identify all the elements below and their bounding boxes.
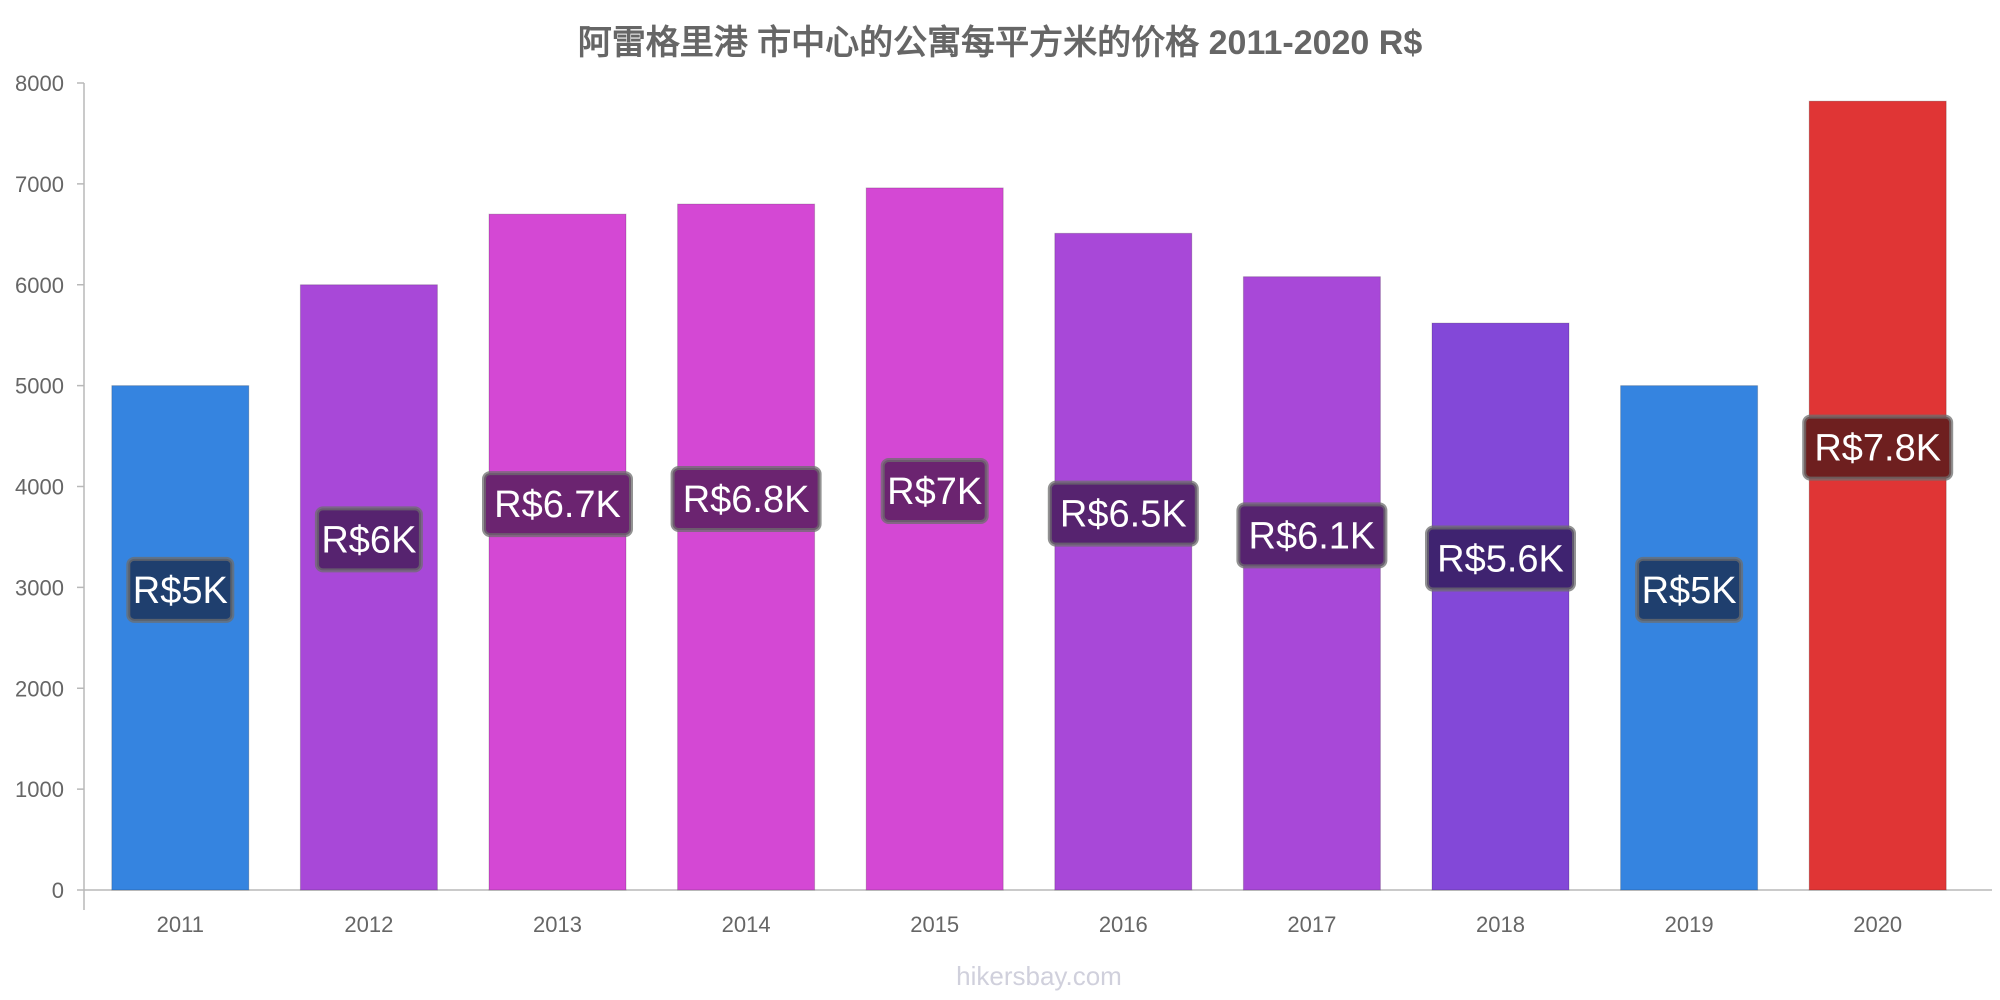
y-axis: 0 1000 2000 3000 4000 5000 6000 7000 8000: [15, 71, 85, 910]
data-label-box: [1635, 556, 1744, 623]
x-tick-label: 2016: [1099, 912, 1148, 937]
bar: [677, 203, 816, 891]
bar: [1054, 232, 1193, 891]
bar: [488, 213, 627, 891]
data-label-box: [314, 506, 423, 573]
y-tick-label: 7000: [15, 172, 64, 197]
data-label-box: [1802, 414, 1954, 481]
data-label-box: [1236, 502, 1388, 569]
data-label-box: [670, 466, 822, 533]
bar: [1431, 322, 1570, 891]
data-label: R$7K: [887, 471, 982, 513]
x-tick-label: 2018: [1476, 912, 1525, 937]
data-label: R$7.8K: [1814, 428, 1941, 470]
data-label: R$6.1K: [1249, 515, 1376, 557]
data-label: R$6.7K: [494, 484, 621, 526]
data-label: R$6.5K: [1060, 494, 1187, 536]
x-tick-label: 2014: [722, 912, 771, 937]
x-axis: 2011 2012 2013 2014 2015 2016 2017 2018 2019 2020: [84, 889, 1992, 937]
y-tick-label: 5000: [15, 374, 64, 399]
x-tick-label: 2011: [157, 912, 204, 937]
data-label-box: [1047, 480, 1199, 547]
x-tick-label: 2020: [1853, 912, 1902, 937]
x-tick-label: 2012: [344, 912, 393, 937]
y-tick-label: 3000: [15, 575, 64, 600]
x-tick-label: 2017: [1287, 912, 1336, 937]
x-tick-label: 2019: [1665, 912, 1714, 937]
data-label: R$5.6K: [1437, 539, 1564, 581]
data-label-box: [482, 471, 633, 538]
data-labels-group: R$5K R$6K R$6.7K R$6.8K R$7K R$6.5K R$6.1K R$5.…: [126, 414, 1954, 623]
bar: [1620, 385, 1759, 891]
bar: [111, 385, 250, 891]
y-tick-label: 1000: [15, 777, 64, 802]
data-label: R$6K: [321, 519, 416, 561]
bar: [299, 284, 438, 891]
y-tick-label: 4000: [15, 475, 64, 500]
data-label-box: [1425, 525, 1576, 592]
data-label-box: [880, 457, 989, 524]
y-tick-label: 0: [52, 878, 64, 903]
data-label: R$5K: [1642, 570, 1737, 612]
bar: [1242, 276, 1381, 891]
data-label: R$6.8K: [683, 479, 810, 521]
bars-group: [111, 100, 1947, 891]
y-tick-label: 8000: [15, 71, 64, 96]
data-label: R$5K: [133, 570, 228, 612]
x-tick-label: 2015: [910, 912, 959, 937]
x-tick-label: 2013: [533, 912, 582, 937]
bar: [865, 187, 1004, 891]
chart-title: 阿雷格里港 市中心的公寓每平方米的价格 2011-2020 R$: [578, 23, 1423, 62]
y-tick-label: 2000: [15, 676, 64, 701]
watermark: hikersbay.com: [956, 961, 1122, 991]
data-label-box: [126, 556, 235, 623]
y-tick-label: 6000: [15, 273, 64, 298]
bar: [1808, 100, 1947, 891]
